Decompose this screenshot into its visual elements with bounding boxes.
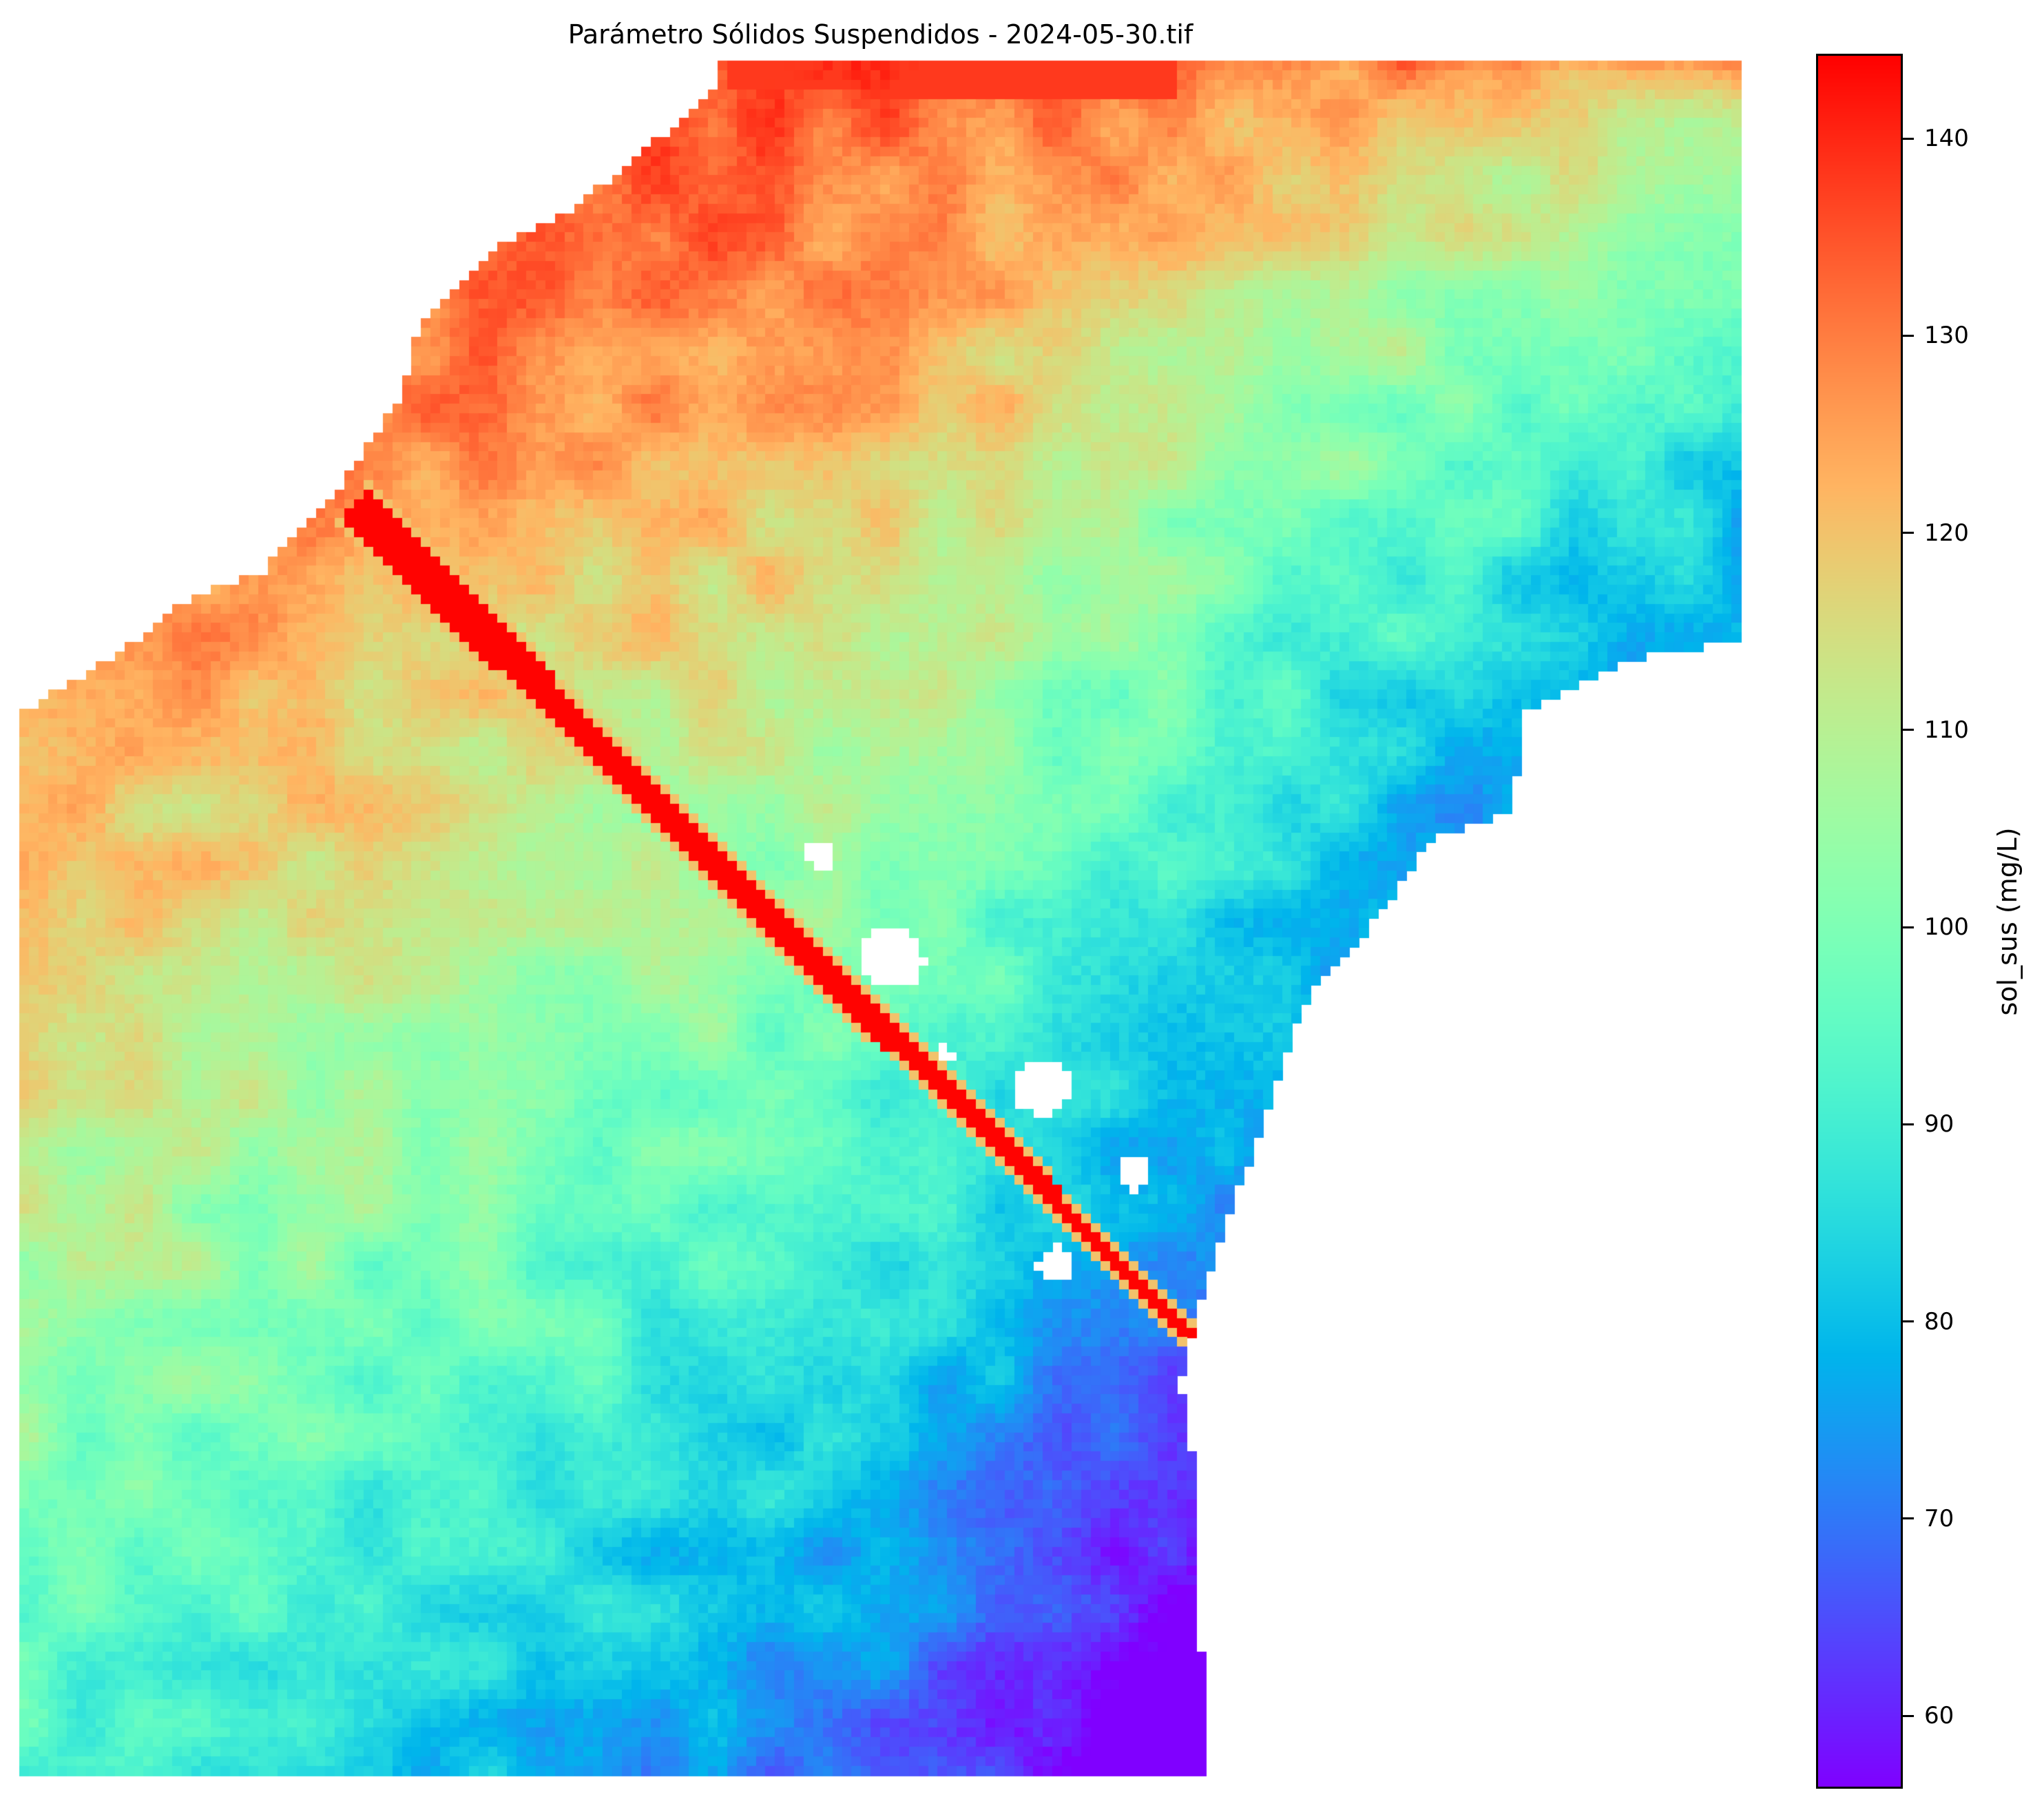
colorbar-tick-label: 130: [1924, 322, 1969, 350]
colorbar-tick-mark: [1903, 1320, 1914, 1323]
colorbar-tick-label: 70: [1924, 1504, 1954, 1532]
colorbar-tick-mark: [1903, 1123, 1914, 1125]
colorbar-tick-mark: [1903, 137, 1914, 140]
colorbar-tick-label: 110: [1924, 716, 1969, 744]
chart-title: Parámetro Sólidos Suspendidos - 2024-05-…: [567, 19, 1193, 50]
colorbar-tick-mark: [1903, 1517, 1914, 1520]
colorbar-tick-label: 60: [1924, 1702, 1954, 1730]
colorbar-tick-label: 120: [1924, 519, 1969, 547]
colorbar-tick-label: 90: [1924, 1110, 1954, 1139]
colorbar: [1816, 54, 1903, 1789]
colorbar-label: sol_sus (mg/L): [1992, 827, 2023, 1016]
colorbar-tick-mark: [1903, 926, 1914, 928]
colorbar-tick-label: 100: [1924, 913, 1969, 942]
colorbar-tick-label: 140: [1924, 125, 1969, 153]
colorbar-frame: [1816, 54, 1903, 1789]
colorbar-tick-mark: [1903, 532, 1914, 534]
colorbar-tick-mark: [1903, 729, 1914, 731]
colorbar-tick-mark: [1903, 1714, 1914, 1717]
colorbar-tick-mark: [1903, 334, 1914, 337]
colorbar-tick-label: 80: [1924, 1307, 1954, 1336]
